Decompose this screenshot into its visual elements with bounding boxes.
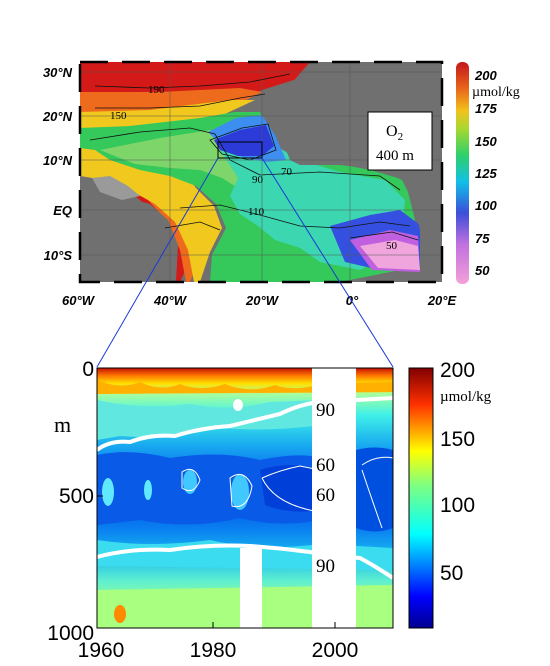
section-colorbar: 200 150 100 50 µmol/kg [408,359,492,629]
o2-label-box [367,111,433,171]
map-contour-label: 150 [110,110,127,122]
map-contours [89,73,419,241]
heatmap-patch [114,605,126,623]
lat-axis: 30°N 20°N 10°N EQ 10°S [42,65,73,263]
y-axis-ticks: 0 500 1000 [47,358,94,645]
south-america-land [80,190,178,282]
y-tick: 500 [59,485,94,508]
section-colorbar-tick: 50 [440,562,463,585]
map-colorbar-tick: 175 [475,101,497,116]
lat-tick: EQ [53,203,72,218]
contour-90-upper [97,396,393,452]
lon-axis: 60°W 40°W 20°W 0° 20°E [62,293,456,308]
contour-60 [261,465,321,513]
x-tick: 1980 [190,639,237,662]
contour-60 [229,473,253,508]
connector-left [96,157,219,368]
lat-tick: 10°S [44,248,73,263]
map-contour-label: 90 [252,174,264,186]
heatmap-patch [102,478,114,506]
contour-60 [361,456,393,529]
x-tick-marks [212,622,336,628]
section-colorbar-tick: 100 [440,494,475,517]
contour-60 [181,468,201,492]
y-tick: 0 [82,358,94,381]
map-contour-label: 190 [148,84,165,96]
map-contour-label: 70 [281,166,293,178]
section-frame [96,367,394,629]
map-colorbar-tick: 125 [475,166,497,181]
o2-label: O2 [386,123,403,143]
section-contour-labels: 90 60 60 90 [316,400,335,577]
map-colorbar-tick: 100 [475,198,497,213]
map-colorbar-gradient [456,62,469,284]
heatmap-patch [97,400,320,440]
data-gap [240,548,262,628]
section-box [217,141,263,159]
y-tick: 1000 [47,622,94,645]
lat-tick: 20°N [42,109,73,124]
x-tick: 1960 [78,639,125,662]
section-contour-label: 60 [316,485,335,506]
heatmap-field [97,368,393,628]
map-panel: 190 150 90 70 110 50 O2 400 m 30°N 20°N … [42,60,456,308]
heatmap-patch [260,465,320,512]
caribbean-land [92,176,140,200]
data-gap [312,368,356,628]
ocean-lightgreen [100,130,250,188]
section-colorbar-ticks: 200 150 100 50 [440,359,475,585]
connector-right [261,157,394,368]
x-tick: 2000 [312,639,359,662]
lon-tick: 40°W [153,293,188,308]
map-contour-label: 50 [386,240,398,252]
lon-tick: 20°E [427,293,457,308]
heatmap-patch [231,474,249,510]
map-contour-label: 110 [248,206,265,218]
map-colorbar-tick: 150 [475,134,497,149]
map-colorbar: 200 175 150 125 100 75 50 µmol/kg [456,62,520,284]
section-colorbar-tick: 200 [440,359,475,382]
section-colorbar-unit: µmol/kg [440,389,492,405]
map-colorbar-tick: 75 [475,231,490,246]
map-frame [78,60,444,284]
heatmap-patch [233,399,243,411]
depth-label: 400 m [376,148,414,164]
contour-90-lower [97,543,393,580]
y-axis-label: m [54,412,71,437]
map-colorbar-unit: µmol/kg [472,85,520,100]
lat-tick: 10°N [43,153,73,168]
section-colorbar-tick: 150 [440,428,475,451]
map-colorbar-tick: 50 [475,263,490,278]
heatmap-patch [356,447,393,532]
map-colorbar-tick: 200 [474,68,497,83]
x-axis-ticks: 1960 1980 2000 [78,639,359,662]
y-tick-marks [97,367,103,497]
section-contour-label: 90 [316,400,335,421]
lon-tick: 20°W [245,293,280,308]
lon-tick: 60°W [62,293,96,308]
map-field: 190 150 90 70 110 50 [80,62,442,282]
section-colorbar-gradient [408,367,434,629]
map-colorbar-ticks: 200 175 150 125 100 75 50 [474,68,497,278]
heatmap-patch [183,470,197,494]
ocean-blue [214,125,274,156]
section-contour-label: 60 [316,455,335,476]
lat-tick: 30°N [43,65,73,80]
section-chart: 90 60 60 90 m 0 500 1000 1960 1980 2000 [47,358,394,662]
section-contour-label: 90 [316,556,335,577]
heatmap-patch [144,480,152,500]
